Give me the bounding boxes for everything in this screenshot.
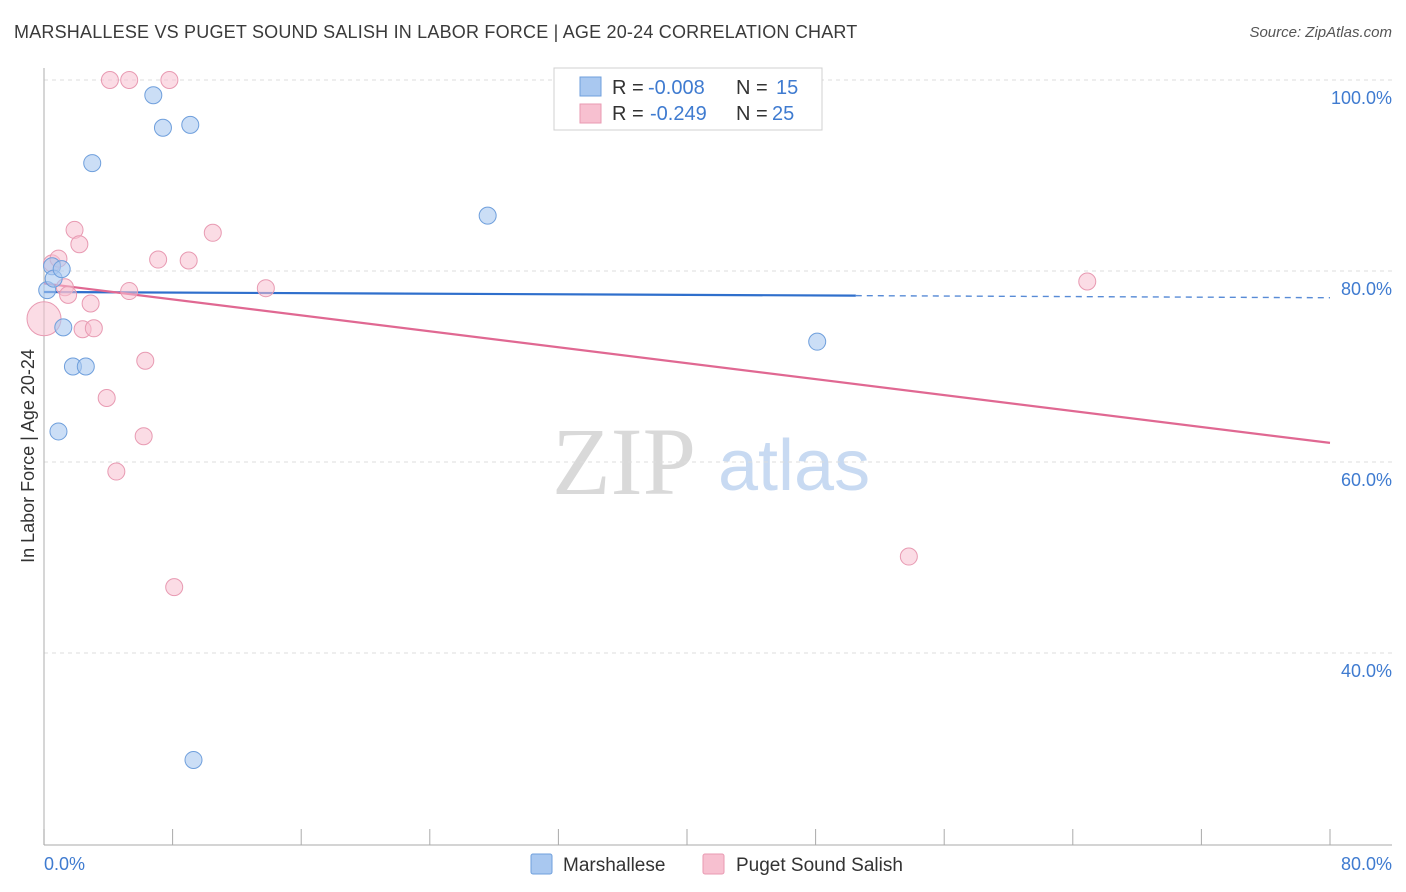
data-points xyxy=(26,71,1097,769)
legend-r-label-2: R = xyxy=(612,103,644,125)
point-puget-sound-salish xyxy=(203,223,222,242)
series-legend: Marshallese Puget Sound Salish xyxy=(530,853,903,876)
legend-n-label-1: N = xyxy=(736,77,768,99)
point-marshallese xyxy=(184,750,203,769)
point-marshallese xyxy=(54,318,73,337)
trend-lines xyxy=(43,282,1331,444)
correlation-legend: R = -0.008 N = 15 R = -0.249 N = 25 xyxy=(553,67,823,131)
point-marshallese xyxy=(808,332,827,351)
bottom-legend-swatch-puget xyxy=(702,853,725,875)
y-tick-label-100: 100.0% xyxy=(1331,88,1392,108)
point-puget-sound-salish xyxy=(134,427,153,446)
axes xyxy=(43,68,1392,846)
watermark-atlas: atlas xyxy=(718,426,870,506)
bottom-legend-label-marshallese: Marshallese xyxy=(563,855,665,876)
point-marshallese xyxy=(52,260,71,279)
legend-r-label-1: R = xyxy=(612,77,644,99)
bottom-legend-swatch-marshallese xyxy=(530,853,553,875)
trend-line-puget-sound-salish xyxy=(43,282,1331,444)
chart-title: MARSHALLESE VS PUGET SOUND SALISH IN LAB… xyxy=(14,22,858,42)
point-puget-sound-salish xyxy=(256,279,275,298)
point-puget-sound-salish xyxy=(97,389,116,408)
point-puget-sound-salish xyxy=(120,71,139,89)
point-puget-sound-salish xyxy=(165,578,184,597)
point-marshallese xyxy=(144,86,163,105)
x-tick-label-min: 0.0% xyxy=(44,854,85,874)
point-puget-sound-salish xyxy=(149,250,168,269)
point-puget-sound-salish xyxy=(160,71,179,89)
y-tick-label-60: 60.0% xyxy=(1341,470,1392,490)
legend-n-value-2: 25 xyxy=(772,103,794,125)
point-marshallese xyxy=(49,422,68,441)
y-axis-title: In Labor Force | Age 20-24 xyxy=(18,349,38,563)
bottom-legend-label-puget: Puget Sound Salish xyxy=(736,855,903,876)
point-puget-sound-salish xyxy=(899,547,918,566)
legend-swatch-marshallese xyxy=(579,76,602,97)
point-puget-sound-salish xyxy=(81,294,100,313)
y-tick-label-40: 40.0% xyxy=(1341,661,1392,681)
point-marshallese xyxy=(153,118,172,137)
point-marshallese xyxy=(76,357,95,376)
legend-swatch-puget xyxy=(579,103,602,124)
point-puget-sound-salish xyxy=(1078,272,1097,291)
point-puget-sound-salish xyxy=(70,235,89,254)
point-puget-sound-salish xyxy=(84,319,103,338)
point-marshallese xyxy=(83,154,102,173)
legend-r-value-1: -0.008 xyxy=(648,77,705,99)
legend-r-value-2: -0.249 xyxy=(650,103,707,125)
point-puget-sound-salish xyxy=(179,251,198,270)
legend-n-value-1: 15 xyxy=(776,77,798,99)
trend-line-marshallese xyxy=(43,290,856,297)
point-marshallese xyxy=(478,206,497,225)
trend-line-marshallese-extension xyxy=(855,294,1331,299)
legend-n-label-2: N = xyxy=(736,103,768,125)
point-puget-sound-salish xyxy=(100,71,119,89)
point-puget-sound-salish xyxy=(59,285,78,304)
source-label: Source: ZipAtlas.com xyxy=(1249,24,1392,41)
point-puget-sound-salish xyxy=(136,351,155,370)
point-marshallese xyxy=(181,115,200,134)
point-puget-sound-salish xyxy=(120,282,139,301)
point-puget-sound-salish xyxy=(107,462,126,481)
y-tick-label-80: 80.0% xyxy=(1341,279,1392,299)
x-tick-label-max: 80.0% xyxy=(1341,854,1392,874)
